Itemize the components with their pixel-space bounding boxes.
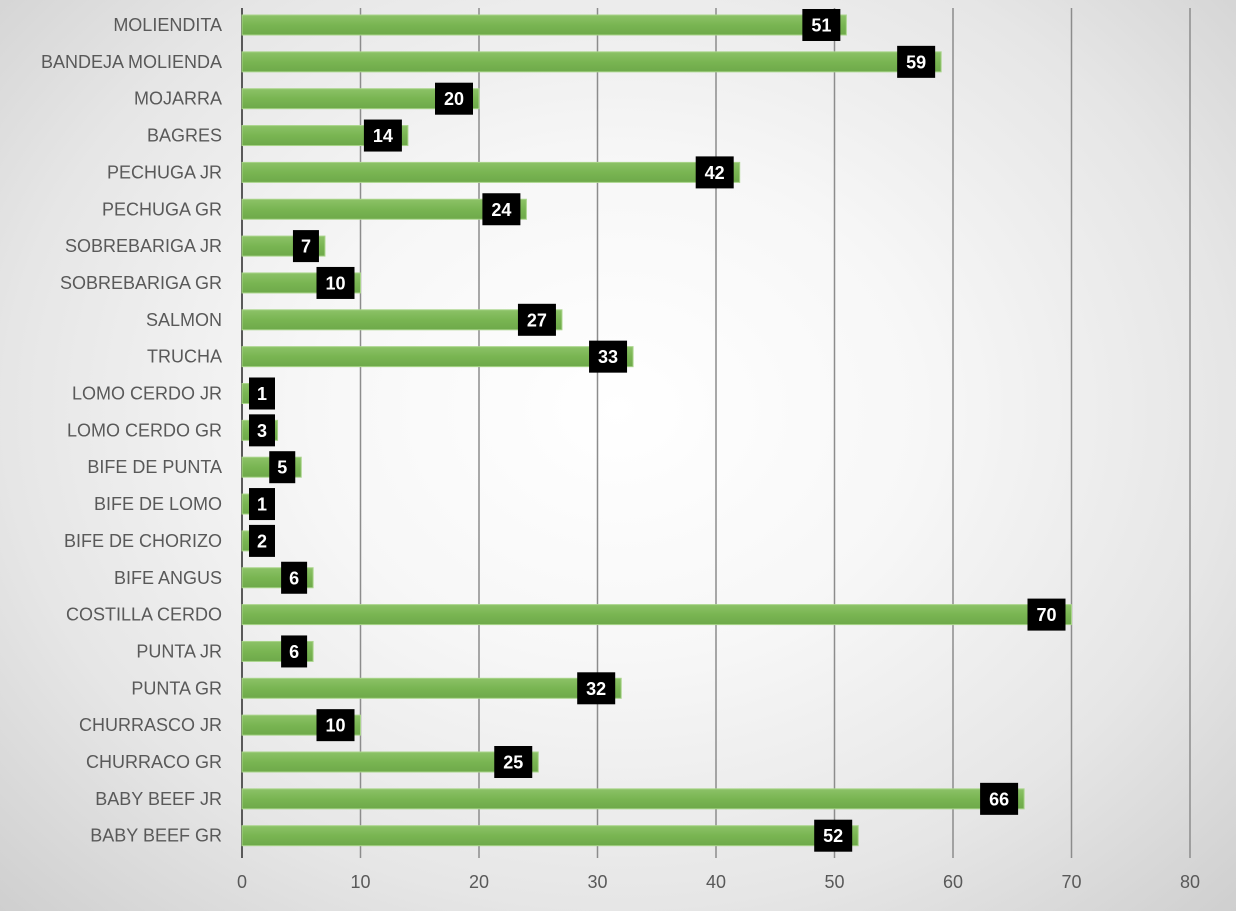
data-label: 1 <box>257 384 267 404</box>
data-label: 59 <box>906 52 926 72</box>
data-label: 70 <box>1036 605 1056 625</box>
category-label: BAGRES <box>147 126 222 146</box>
category-label: CHURRACO GR <box>86 752 222 772</box>
category-label: PECHUGA JR <box>107 162 222 182</box>
bar <box>241 346 634 368</box>
data-label-box <box>249 414 275 447</box>
data-label-box <box>494 746 533 778</box>
x-tick-label: 70 <box>1061 872 1081 892</box>
category-label: MOJARRA <box>134 89 222 109</box>
data-label: 14 <box>373 126 393 146</box>
category-label: CHURRASCO JR <box>79 715 222 735</box>
x-tick-label: 0 <box>237 872 247 892</box>
category-label: TRUCHA <box>147 347 222 367</box>
category-label: PECHUGA GR <box>102 199 222 219</box>
category-label: LOMO CERDO JR <box>72 384 222 404</box>
data-label: 2 <box>257 531 267 551</box>
category-label: BIFE ANGUS <box>114 568 222 588</box>
data-label: 32 <box>586 679 606 699</box>
bar <box>241 825 859 847</box>
data-label: 7 <box>301 237 311 257</box>
data-label-box <box>980 782 1019 815</box>
bar <box>241 161 741 183</box>
data-label-box <box>292 230 319 263</box>
bar <box>241 198 527 220</box>
data-label-box <box>249 524 275 557</box>
category-label: PUNTA JR <box>136 641 222 661</box>
data-label: 10 <box>325 273 345 293</box>
data-label-box <box>435 82 473 115</box>
data-label-box <box>482 193 521 226</box>
data-label: 24 <box>491 200 511 220</box>
category-label: BANDEJA MOLIENDA <box>41 52 222 72</box>
bar <box>241 309 563 331</box>
data-label-box <box>249 377 275 410</box>
data-label: 25 <box>503 753 523 773</box>
data-label-box <box>316 709 355 742</box>
data-label: 66 <box>989 789 1009 809</box>
data-label: 1 <box>257 495 267 515</box>
bar <box>241 788 1025 810</box>
data-label: 10 <box>325 716 345 736</box>
x-tick-label: 60 <box>943 872 963 892</box>
data-label: 42 <box>705 163 725 183</box>
data-label-box <box>577 672 616 705</box>
category-label: SOBREBARIGA GR <box>60 273 222 293</box>
category-label: SALMON <box>146 310 222 330</box>
x-tick-label: 40 <box>706 872 726 892</box>
x-axis-tick-labels: 0 10 20 30 40 50 60 70 80 <box>237 872 1200 892</box>
data-label: 6 <box>289 568 299 588</box>
x-tick-label: 50 <box>824 872 844 892</box>
data-label-box <box>281 635 308 668</box>
data-label: 52 <box>823 826 843 846</box>
data-label: 5 <box>277 458 287 478</box>
category-label: MOLIENDITA <box>113 15 222 35</box>
category-label: BIFE DE CHORIZO <box>64 531 222 551</box>
data-label: 3 <box>257 421 267 441</box>
data-label-box <box>589 340 628 373</box>
data-label-box <box>363 119 402 152</box>
bar <box>241 604 1072 626</box>
data-label-box <box>281 561 308 594</box>
category-label: COSTILLA CERDO <box>66 605 222 625</box>
data-label: 20 <box>444 89 464 109</box>
bars <box>241 14 1072 847</box>
data-label-box <box>814 819 853 852</box>
data-label-box <box>695 156 734 189</box>
bar <box>241 751 539 773</box>
bar <box>241 14 847 36</box>
x-tick-label: 80 <box>1180 872 1200 892</box>
bar <box>241 88 480 110</box>
bar <box>241 51 942 73</box>
data-label: 27 <box>527 310 547 330</box>
x-tick-label: 20 <box>469 872 489 892</box>
x-tick-label: 30 <box>587 872 607 892</box>
data-label-box <box>316 266 355 299</box>
bar <box>241 677 622 699</box>
data-label: 6 <box>289 642 299 662</box>
category-label: BABY BEEF GR <box>90 826 222 846</box>
category-label: BIFE DE PUNTA <box>87 457 222 477</box>
category-label: BABY BEEF JR <box>95 789 222 809</box>
category-label: SOBREBARIGA JR <box>65 236 222 256</box>
data-label-box <box>269 451 296 484</box>
category-label: PUNTA GR <box>131 678 222 698</box>
category-label: LOMO CERDO GR <box>67 420 222 440</box>
data-label: 33 <box>598 347 618 367</box>
data-label-box <box>802 9 841 41</box>
x-tick-label: 10 <box>350 872 370 892</box>
data-label-box <box>897 45 936 78</box>
category-labels: MOLIENDITA BANDEJA MOLIENDA MOJARRA BAGRES P… <box>41 15 222 846</box>
data-label-box <box>249 488 275 521</box>
data-label-box <box>517 303 556 336</box>
data-label-box <box>1027 598 1066 631</box>
data-label: 51 <box>811 16 831 36</box>
category-label: BIFE DE LOMO <box>94 494 222 514</box>
